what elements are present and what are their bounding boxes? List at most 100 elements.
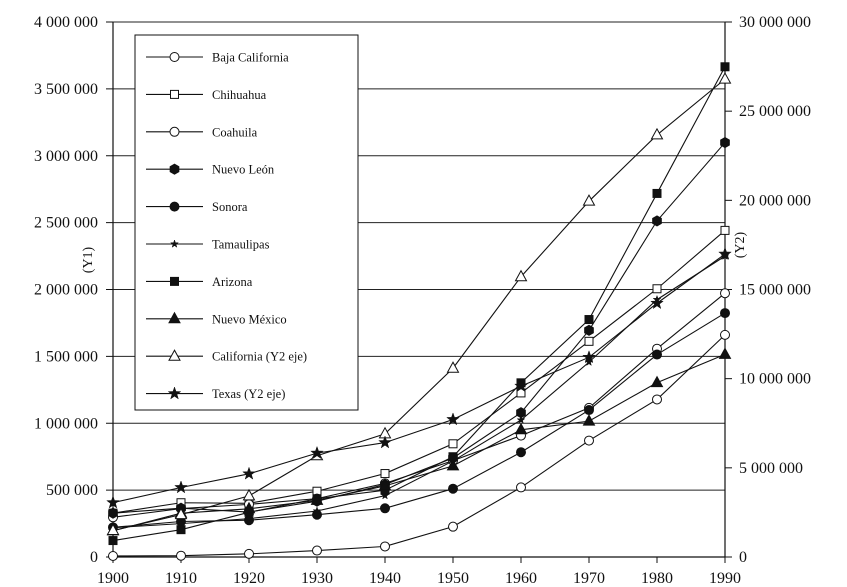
data-point-sonora — [652, 349, 662, 360]
legend-entry-tamaulipas: Tamaulipas — [146, 238, 270, 252]
y1-tick-label: 4 000 000 — [34, 14, 98, 31]
data-point-nuevo-leon — [108, 507, 118, 519]
data-point-texas-y2-eje — [174, 480, 188, 494]
data-point-baja-california — [720, 329, 730, 340]
x-tick-label: 1920 — [233, 570, 265, 587]
data-point-nuevo-leon — [584, 324, 594, 336]
data-point-california-y2-eje — [514, 269, 528, 282]
legend-entry-coahuila: Coahuila — [146, 125, 258, 139]
data-point-arizona — [584, 315, 594, 325]
legend-label-sonora: Sonora — [212, 200, 248, 214]
series-line-texas-y2-eje — [112, 253, 726, 504]
legend-label-nuevo-leon: Nuevo León — [212, 163, 275, 177]
legend-marker-arizona — [170, 276, 179, 286]
data-point-texas-y2-eje — [650, 295, 664, 310]
data-point-coahuila — [720, 288, 730, 299]
data-point-nuevo-mexico — [582, 414, 596, 426]
series-line-baja-california — [112, 334, 726, 557]
legend-entry-baja-california: Baja California — [146, 51, 289, 65]
data-point-nuevo-mexico — [242, 501, 256, 514]
series-line-nuevo-leon — [112, 142, 726, 514]
data-point-chihuahua — [720, 225, 730, 235]
axes: 0 500 000 1 000 000 1 500 000 2 000 000 2 500… — [34, 14, 811, 587]
data-point-arizona — [176, 525, 186, 535]
series-line-california-y2-eje — [112, 78, 726, 532]
data-point-texas-y2-eje — [514, 378, 528, 393]
x-tick-label: 1960 — [505, 570, 537, 587]
legend-label-coahuila: Coahuila — [212, 125, 258, 139]
data-point-baja-california — [176, 550, 186, 561]
legend-marker-coahuila — [169, 126, 180, 137]
data-point-sonora — [584, 405, 594, 416]
legend-label-texas-y2-eje: Texas (Y2 eje) — [212, 387, 285, 401]
x-tick-label: 1990 — [709, 570, 741, 587]
legend-marker-sonora — [169, 201, 180, 212]
legend-entry-arizona: Arizona — [146, 275, 253, 289]
legend-entry-texas-y2-eje: Texas (Y2 eje) — [146, 386, 285, 401]
data-point-baja-california — [380, 541, 390, 552]
y1-tick-label: 2 000 000 — [34, 282, 98, 299]
data-point-nuevo-mexico — [446, 458, 460, 471]
data-point-texas-y2-eje — [582, 350, 596, 364]
data-point-baja-california — [584, 435, 594, 446]
legend-marker-tamaulipas — [169, 239, 180, 248]
data-point-baja-california — [448, 521, 458, 532]
legend-marker-california-y2-eje — [168, 349, 181, 361]
legend-entry-california-y2-eje: California (Y2 eje) — [146, 349, 307, 364]
y2-tick-label: 15 000 000 — [739, 282, 811, 299]
data-point-nuevo-mexico — [310, 493, 324, 505]
legend-marker-baja-california — [169, 52, 180, 62]
data-point-arizona — [652, 188, 662, 198]
x-tick-label: 1950 — [437, 570, 469, 587]
legend-marker-chihuahua — [170, 89, 179, 99]
x-tick-label: 1980 — [641, 570, 673, 587]
data-point-texas-y2-eje — [310, 445, 324, 459]
x-tick-label: 1940 — [369, 570, 401, 587]
data-point-texas-y2-eje — [378, 435, 392, 449]
data-point-california-y2-eje — [242, 488, 256, 501]
data-point-california-y2-eje — [446, 361, 460, 373]
data-point-tamaulipas — [516, 415, 526, 424]
data-point-california-y2-eje — [582, 194, 596, 206]
data-point-baja-california — [108, 550, 118, 561]
data-point-sonora — [380, 503, 390, 514]
data-point-chihuahua — [380, 469, 390, 479]
x-tick-label: 1910 — [165, 570, 197, 587]
legend-label-california-y2-eje: California (Y2 eje) — [212, 350, 307, 364]
data-point-sonora — [516, 447, 526, 458]
y2-tick-label: 30 000 000 — [739, 14, 811, 31]
series-baja-california — [108, 329, 730, 561]
y1-tick-label: 0 — [90, 549, 98, 566]
y2-tick-label: 5 000 000 — [739, 460, 803, 477]
data-point-nuevo-mexico — [514, 422, 528, 435]
data-point-sonora — [720, 308, 730, 319]
data-point-texas-y2-eje — [106, 495, 120, 509]
data-point-texas-y2-eje — [242, 466, 256, 480]
legend-label-tamaulipas: Tamaulipas — [212, 238, 270, 252]
legend-entry-nuevo-mexico: Nuevo México — [146, 311, 287, 326]
x-tick-label: 1970 — [573, 570, 605, 587]
legend: Baja California Chihuahua Coahuila Nuevo Le… — [134, 34, 359, 411]
data-point-chihuahua — [448, 439, 458, 449]
y1-tick-label: 2 500 000 — [34, 215, 98, 232]
data-point-chihuahua — [652, 284, 662, 294]
y1-tick-label: 3 500 000 — [34, 81, 98, 98]
data-point-texas-y2-eje — [446, 412, 460, 426]
legend-marker-nuevo-mexico — [168, 311, 181, 324]
data-point-sonora — [448, 483, 458, 494]
y1-tick-label: 1 500 000 — [34, 348, 98, 365]
data-point-baja-california — [652, 394, 662, 405]
y2-tick-label: 20 000 000 — [739, 192, 811, 209]
data-point-chihuahua — [584, 336, 594, 346]
data-point-baja-california — [516, 482, 526, 493]
data-point-nuevo-leon — [720, 136, 730, 149]
data-point-tamaulipas — [244, 513, 254, 523]
data-point-baja-california — [312, 545, 322, 556]
legend-entry-nuevo-leon: Nuevo León — [146, 163, 275, 177]
y2-tick-label: 0 — [739, 549, 747, 566]
data-point-arizona — [720, 62, 730, 72]
data-point-california-y2-eje — [174, 507, 188, 520]
y1-tick-label: 500 000 — [46, 482, 98, 499]
legend-marker-texas-y2-eje — [167, 386, 182, 400]
